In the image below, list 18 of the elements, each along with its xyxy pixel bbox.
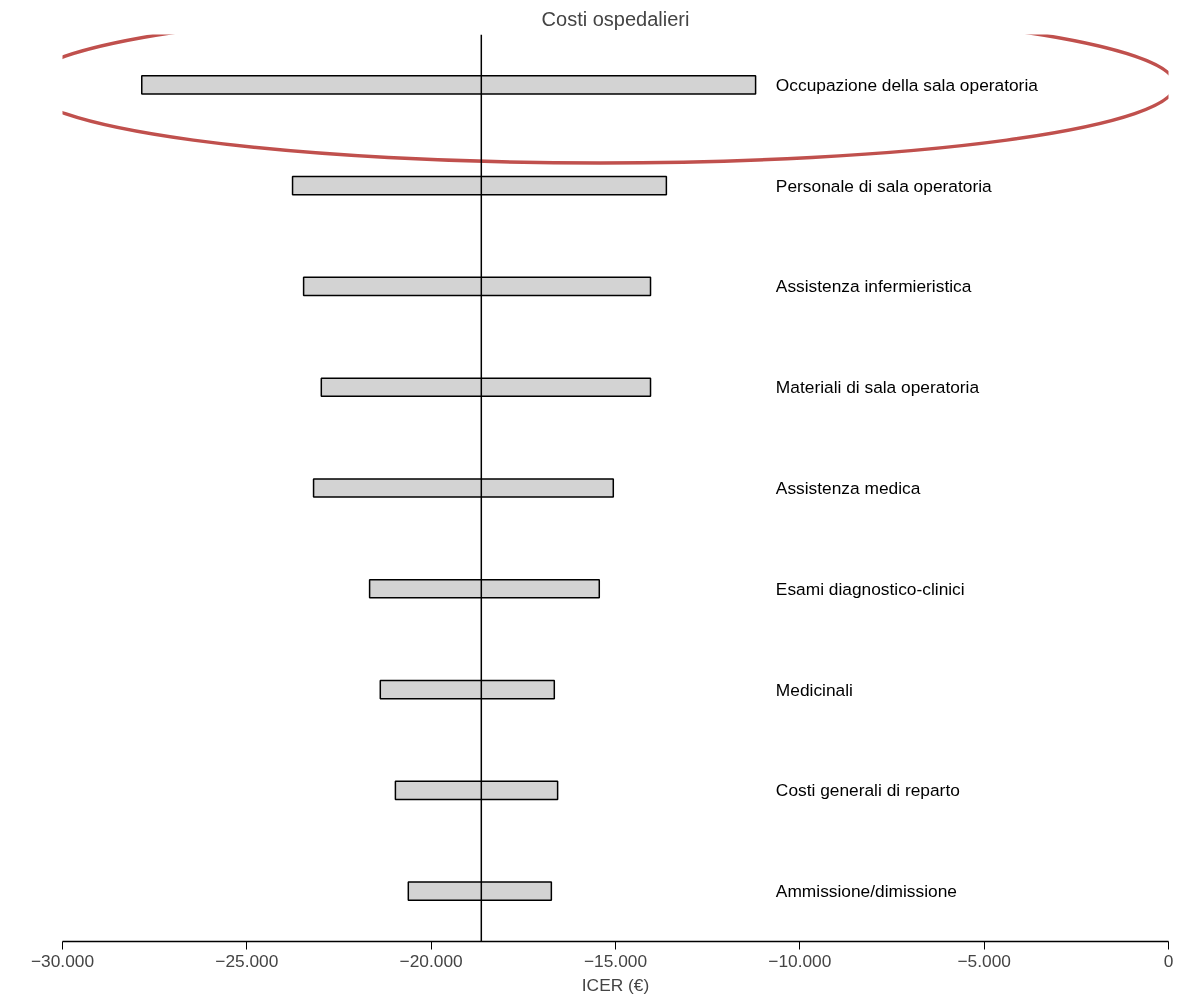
x-tick-label: −30.000 xyxy=(30,950,95,971)
y-tick-label: Assistenza medica xyxy=(775,478,921,498)
y-tick-label: Materiali di sala operatoria xyxy=(775,377,980,398)
y-tick-label: Esami diagnostico-clinici xyxy=(775,578,965,599)
y-tick-label: Medicinali xyxy=(775,679,853,700)
y-tick-label: Costi generali di reparto xyxy=(775,780,960,801)
x-tick-label: −20.000 xyxy=(399,950,463,971)
y-tick-label: Ammissione/dimissione xyxy=(775,881,957,902)
y-tick-label: Occupazione della sala operatoria xyxy=(775,74,1039,95)
chart-title: Costi ospedalieri xyxy=(541,7,690,30)
x-tick-label: −10.000 xyxy=(768,950,832,971)
x-tick-label: −15.000 xyxy=(583,950,648,971)
y-tick-label: Assistenza infermieristica xyxy=(775,276,972,297)
x-tick-label: −5.000 xyxy=(957,950,1011,971)
y-tick-label: Personale di sala operatoria xyxy=(775,175,993,196)
x-axis-title: ICER (€) xyxy=(581,974,650,995)
x-tick-label: 0 xyxy=(1163,950,1174,971)
x-tick-label: −25.000 xyxy=(215,950,279,971)
